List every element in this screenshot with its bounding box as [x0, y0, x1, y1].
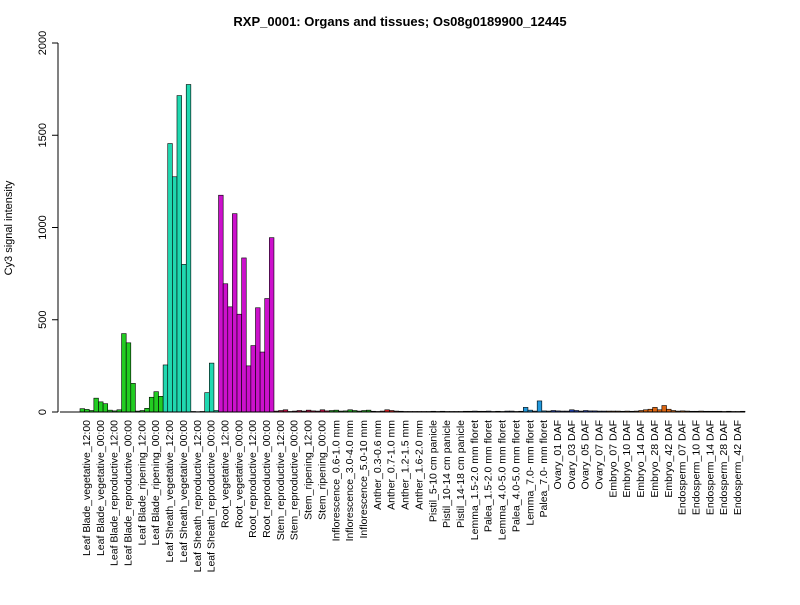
category-label: Pistil_5-10 cm panicle	[427, 420, 439, 522]
bar-5-1	[154, 392, 159, 412]
category-label: Leaf Blade_ripening_12:00	[136, 420, 148, 546]
category-label: Palea_1.5-2.0 mm floret	[483, 420, 495, 532]
category-label: Endosperm_07 DAF	[677, 420, 689, 515]
bar-13-2	[269, 238, 274, 412]
y-tick-label: 2000	[37, 31, 49, 55]
category-label: Embryo_14 DAF	[635, 420, 647, 498]
category-label: Stem_reproductive_12:00	[275, 420, 287, 540]
bar-10-2	[228, 307, 233, 412]
category-label: Anther_1.2-1.5 mm	[400, 420, 412, 510]
category-label: Palea_7.0- mm floret	[538, 420, 550, 518]
y-axis-label: Cy3 signal intensity	[3, 180, 15, 275]
bar-10-1	[223, 284, 228, 412]
bar-9-0	[205, 393, 210, 412]
category-label: Inflorescence_0.6-1.0 mm	[330, 420, 342, 542]
bar-41-1	[653, 407, 658, 412]
category-label: Root_vegetative_00:00	[233, 420, 245, 528]
bar-13-1	[265, 299, 270, 412]
bar-5-0	[149, 397, 154, 412]
category-label: Root_reproductive_12:00	[247, 420, 259, 538]
y-tick-label: 1000	[37, 215, 49, 239]
bar-12-0	[246, 366, 251, 412]
y-tick-label: 500	[37, 311, 49, 329]
category-label: Leaf Blade_reproductive_12:00	[109, 420, 121, 566]
category-label: Endosperm_28 DAF	[718, 420, 730, 515]
category-label: Stem_ripening_00:00	[316, 420, 328, 520]
bar-1-1	[98, 402, 103, 412]
category-label: Embryo_10 DAF	[621, 420, 633, 498]
bar-1-0	[94, 398, 99, 412]
bar-3-1	[126, 343, 131, 412]
category-label: Pistil_10-14 cm panicle	[441, 420, 453, 528]
bar-6-2	[172, 177, 177, 412]
bar-32-0	[523, 407, 528, 412]
bar-7-0	[177, 96, 182, 412]
bars	[80, 85, 745, 413]
bar-7-2	[186, 85, 191, 412]
bar-13-0	[260, 352, 265, 412]
y-tick-label: 0	[37, 409, 49, 415]
category-label: Leaf Sheath_vegetative_12:00	[164, 420, 176, 563]
category-label: Lemma_1.5-2.0 mm floret	[469, 420, 481, 540]
category-label: Endosperm_42 DAF	[732, 420, 744, 515]
category-label: Root_vegetative_12:00	[219, 420, 231, 528]
y-tick-label: 1500	[37, 123, 49, 147]
bar-9-1	[209, 363, 214, 412]
bar-5-2	[159, 396, 164, 412]
bar-12-2	[255, 308, 260, 412]
category-label: Leaf Sheath_reproductive_12:00	[192, 420, 204, 573]
category-label: Embryo_28 DAF	[649, 420, 661, 498]
chart-title: RXP_0001: Organs and tissues; Os08g01899…	[233, 14, 566, 29]
category-label: Pistil_14-18 cm panicle	[455, 420, 467, 528]
category-label: Stem_reproductive_00:00	[289, 420, 301, 540]
bar-12-1	[251, 346, 256, 412]
bar-3-2	[131, 383, 136, 412]
category-label: Lemma_4.0-5.0 mm floret	[497, 420, 509, 540]
bar-42-0	[662, 406, 667, 412]
category-label: Endosperm_14 DAF	[704, 420, 716, 515]
category-label: Ovary_01 DAF	[552, 420, 564, 489]
y-axis: 0 500 1000 1500 2000	[37, 31, 58, 415]
category-label: Root_reproductive_00:00	[261, 420, 273, 538]
category-label: Stem_ripening_12:00	[303, 420, 315, 520]
category-label: Leaf Blade_vegetative_12:00	[81, 420, 93, 556]
category-label: Palea_4.0-5.0 mm floret	[510, 420, 522, 532]
category-label: Leaf Blade_vegetative_00:00	[95, 420, 107, 556]
bar-11-2	[242, 258, 247, 412]
bar-7-1	[182, 264, 187, 412]
category-label: Anther_0.3-0.6 mm	[372, 420, 384, 510]
category-label: Embryo_07 DAF	[607, 420, 619, 498]
category-label: Embryo_42 DAF	[663, 420, 675, 498]
category-label: Inflorescence_3.0-4.0 mm	[344, 420, 356, 542]
bar-33-0	[537, 401, 542, 412]
bar-6-1	[168, 144, 173, 412]
category-label: Inflorescence_5.0-10 mm	[358, 420, 370, 539]
bar-1-2	[103, 404, 108, 412]
category-label: Ovary_07 DAF	[594, 420, 606, 489]
bar-11-0	[232, 214, 237, 412]
bar-6-0	[163, 365, 168, 412]
bar-11-1	[237, 314, 242, 412]
bar-4-2	[145, 408, 150, 412]
category-label: Lemma_7.0- mm floret	[524, 420, 536, 526]
category-label: Leaf Sheath_vegetative_00:00	[178, 420, 190, 563]
category-label: Anther_0.7-1.0 mm	[386, 420, 398, 510]
category-label: Ovary_03 DAF	[566, 420, 578, 489]
category-label: Anther_1.6-2.0 mm	[413, 420, 425, 510]
bar-3-0	[122, 334, 127, 412]
category-label: Ovary_05 DAF	[580, 420, 592, 489]
category-label: Endosperm_10 DAF	[691, 420, 703, 515]
category-label: Leaf Sheath_reproductive_00:00	[206, 420, 218, 573]
category-label: Leaf Blade_reproductive_00:00	[122, 420, 134, 566]
bar-10-0	[219, 195, 224, 412]
category-label: Leaf Blade_ripening_00:00	[150, 420, 162, 546]
